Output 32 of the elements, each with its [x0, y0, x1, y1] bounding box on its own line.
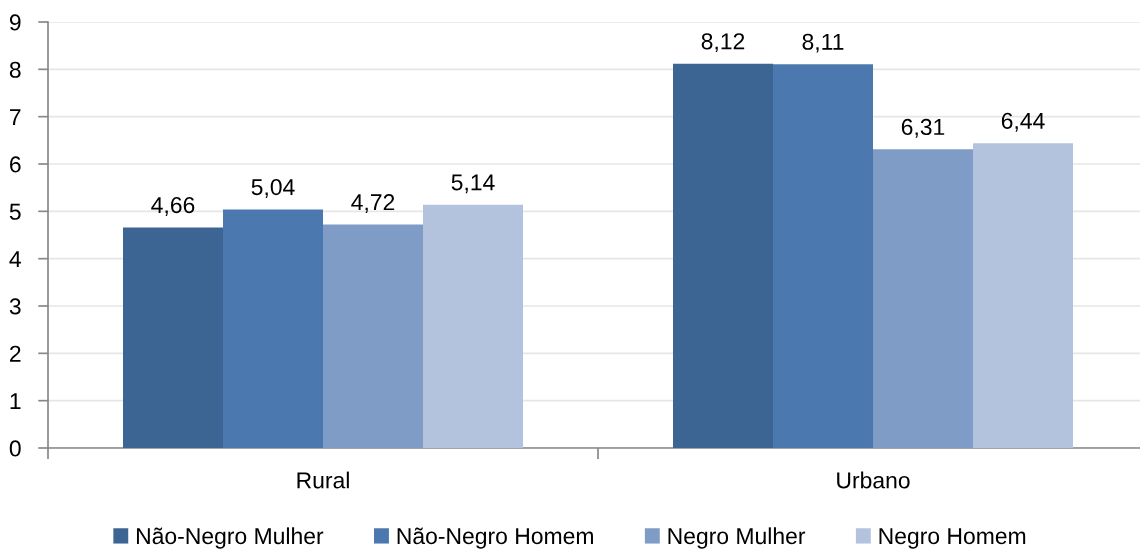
data-label: 5,04 — [251, 178, 295, 198]
bar — [223, 209, 323, 448]
y-tick-label: 3 — [9, 298, 21, 315]
data-label: 4,66 — [151, 196, 195, 216]
y-tick-label: 7 — [10, 109, 21, 125]
y-tick-label: 1 — [10, 393, 21, 409]
data-label: 6,44 — [1001, 112, 1045, 132]
bar — [673, 63, 773, 448]
y-tick-label: 4 — [9, 251, 21, 267]
bar — [873, 149, 973, 448]
bar — [123, 227, 223, 448]
y-tick-label: 8 — [9, 61, 21, 78]
data-label: 8,11 — [802, 33, 844, 53]
legend-label: Não-Negro Homem — [397, 527, 593, 549]
legend-label: Não-Negro Mulher — [137, 527, 324, 549]
data-label: 6,31 — [901, 118, 945, 138]
data-label: 8,12 — [701, 33, 745, 53]
y-tick-label: 6 — [10, 156, 21, 173]
y-tick-label: 9 — [9, 14, 21, 31]
bar — [773, 64, 873, 448]
legend-label: Negro Homem — [879, 528, 1026, 549]
bar — [973, 143, 1073, 448]
y-tick-label: 2 — [10, 345, 21, 362]
y-tick-label: 5 — [9, 203, 21, 220]
bar — [423, 204, 523, 448]
legend-label: Negro Mulher — [668, 527, 806, 549]
bar — [323, 224, 423, 448]
x-tick-label: Rural — [297, 471, 349, 489]
x-tick-label: Urbano — [837, 471, 910, 489]
y-tick-label: 0 — [9, 440, 21, 457]
data-label: 4,72 — [351, 194, 395, 214]
data-label: 5,14 — [451, 174, 495, 194]
